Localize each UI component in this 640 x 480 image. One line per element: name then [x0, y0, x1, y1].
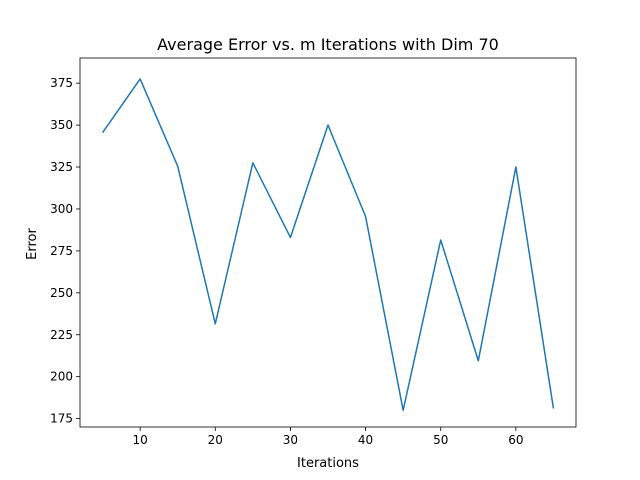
y-tick-label: 350	[50, 118, 73, 132]
x-tick-label: 50	[433, 433, 448, 447]
y-tick-label: 175	[50, 412, 73, 426]
chart-title: Average Error vs. m Iterations with Dim …	[157, 35, 499, 54]
y-axis-label: Error	[25, 228, 40, 260]
y-tick-label: 325	[50, 160, 73, 174]
y-tick-label: 200	[50, 370, 73, 384]
x-axis-label: Iterations	[297, 456, 359, 471]
x-tick-label: 20	[208, 433, 223, 447]
y-tick-label: 225	[50, 328, 73, 342]
x-tick-label: 60	[508, 433, 523, 447]
plot-area: 10 20 30 40 50 60 175 200 225 250 275 300 325 350 375	[50, 57, 577, 447]
y-tick-label: 250	[50, 286, 73, 300]
series-line-0	[101, 78, 555, 411]
axes-frame	[79, 57, 577, 428]
y-tick-label: 300	[50, 202, 73, 216]
x-tick-label: 10	[132, 433, 147, 447]
x-tick-label: 30	[283, 433, 298, 447]
y-tick-label: 275	[50, 244, 73, 258]
y-tick-label: 375	[50, 76, 73, 90]
x-tick-label: 40	[358, 433, 373, 447]
